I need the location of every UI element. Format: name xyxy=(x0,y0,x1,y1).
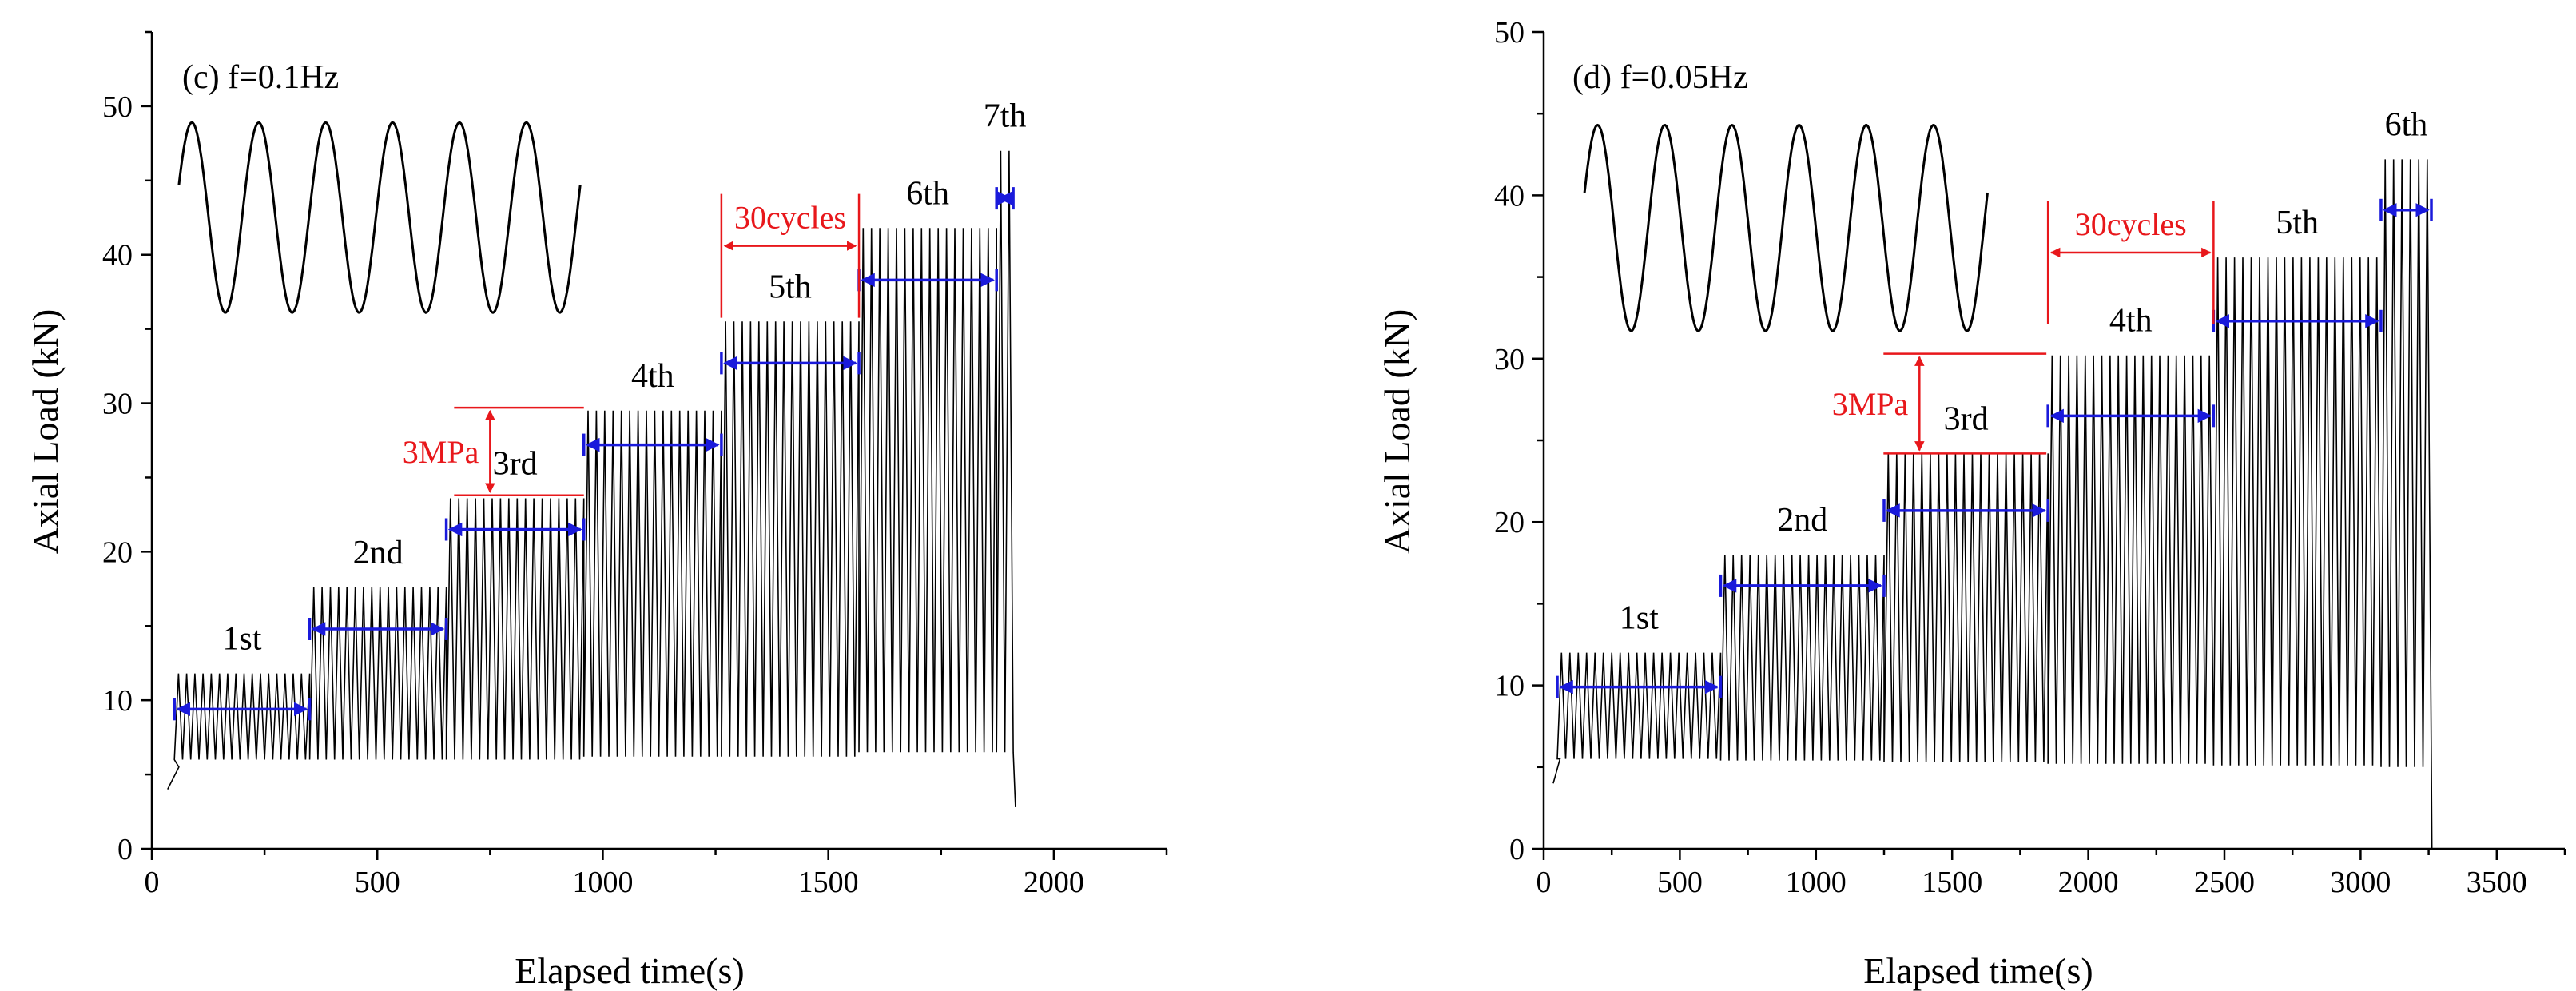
stress-label-d: 3MPa xyxy=(1832,386,1909,422)
y-tick-label-c-30: 30 xyxy=(102,388,133,421)
x-tick-label-d-2500: 2500 xyxy=(2194,866,2255,899)
y-axis-title-c: Axial Load (kN) xyxy=(25,309,66,555)
y-tick-label-c-20: 20 xyxy=(102,535,133,569)
sine-inset-d xyxy=(1583,123,1989,332)
stage-label-c-3: 3rd xyxy=(493,445,538,482)
sine-wave-inset-d xyxy=(1583,123,1989,332)
y-tick-label-c-0: 0 xyxy=(117,833,133,866)
sine-inset-c xyxy=(177,121,582,314)
annotations-d: 30cycles 3MPa xyxy=(1832,200,2215,455)
y-tick-label-d-30: 30 xyxy=(1494,343,1525,376)
y-tick-label-d-40: 40 xyxy=(1494,179,1525,213)
x-tick-label-d-1000: 1000 xyxy=(1786,866,1847,899)
stage-label-d-1: 1st xyxy=(1620,600,1659,637)
x-tick-label-c-0: 0 xyxy=(145,866,160,899)
x-tick-label-c-1000: 1000 xyxy=(572,866,633,899)
stress-label-c: 3MPa xyxy=(403,434,479,470)
cycles-label-d: 30cycles xyxy=(2075,206,2187,242)
stage-label-d-3: 3rd xyxy=(1944,400,1989,437)
y-axis-title-d: Axial Load (kN) xyxy=(1377,309,1417,555)
x-tick-label-d-3500: 3500 xyxy=(2467,866,2527,899)
x-tick-label-c-1500: 1500 xyxy=(798,866,859,899)
stage-label-d-6: 6th xyxy=(2385,106,2428,143)
load-signal-d xyxy=(1552,159,2433,850)
cycles-label-c: 30cycles xyxy=(734,200,846,236)
load-series-d xyxy=(1552,159,2433,850)
sine-wave-inset-c xyxy=(177,121,582,314)
x-tick-label-d-500: 500 xyxy=(1657,866,1703,899)
x-axis-title-d: Elapsed time(s) xyxy=(1863,950,2093,991)
stage-label-c-7: 7th xyxy=(984,98,1027,135)
x-axis-title-c: Elapsed time(s) xyxy=(515,950,744,991)
stage-label-c-6: 6th xyxy=(906,175,949,212)
panel-label-c: (c) f=0.1Hz xyxy=(182,59,339,96)
stage-markers-d: 1st 2nd 3rd 4th 5th 6th xyxy=(1556,106,2433,698)
y-tick-label-d-10: 10 xyxy=(1494,670,1525,703)
stage-label-d-4: 4th xyxy=(2109,303,2153,340)
x-tick-label-d-3000: 3000 xyxy=(2330,866,2391,899)
load-signal-c xyxy=(167,150,1016,808)
x-tick-label-c-500: 500 xyxy=(355,866,400,899)
x-tick-label-d-0: 0 xyxy=(1536,866,1552,899)
stage-label-c-2: 2nd xyxy=(353,535,403,571)
stage-label-d-5: 5th xyxy=(2276,205,2319,241)
annotations-c: 30cycles 3MPa xyxy=(403,193,861,497)
load-series-c xyxy=(167,150,1016,808)
axes-c: 0 500 1000 1500 2000 0 10 20 30 40 50 xyxy=(102,30,1168,899)
x-tick-label-d-1500: 1500 xyxy=(1922,866,1982,899)
panel-label-d: (d) f=0.05Hz xyxy=(1572,59,1748,96)
stage-label-c-4: 4th xyxy=(631,358,674,395)
stage-label-d-2: 2nd xyxy=(1777,502,1827,539)
stage-markers-c: 1st 2nd 3rd 4th 5th 6th 7th xyxy=(173,98,1027,721)
y-tick-label-d-0: 0 xyxy=(1509,833,1525,866)
stage-label-c-5: 5th xyxy=(769,269,812,305)
y-tick-label-c-10: 10 xyxy=(102,684,133,718)
y-tick-label-d-20: 20 xyxy=(1494,506,1525,539)
x-tick-label-d-2000: 2000 xyxy=(2058,866,2119,899)
y-tick-label-c-40: 40 xyxy=(102,239,133,273)
y-tick-label-d-50: 50 xyxy=(1494,16,1525,50)
x-tick-label-c-2000: 2000 xyxy=(1024,866,1084,899)
stage-label-c-1: 1st xyxy=(222,621,261,658)
axes-d: 0 500 1000 1500 2000 2500 3000 3500 0 10 20 30 40 50 xyxy=(1494,16,2566,899)
y-tick-label-c-50: 50 xyxy=(102,90,133,124)
